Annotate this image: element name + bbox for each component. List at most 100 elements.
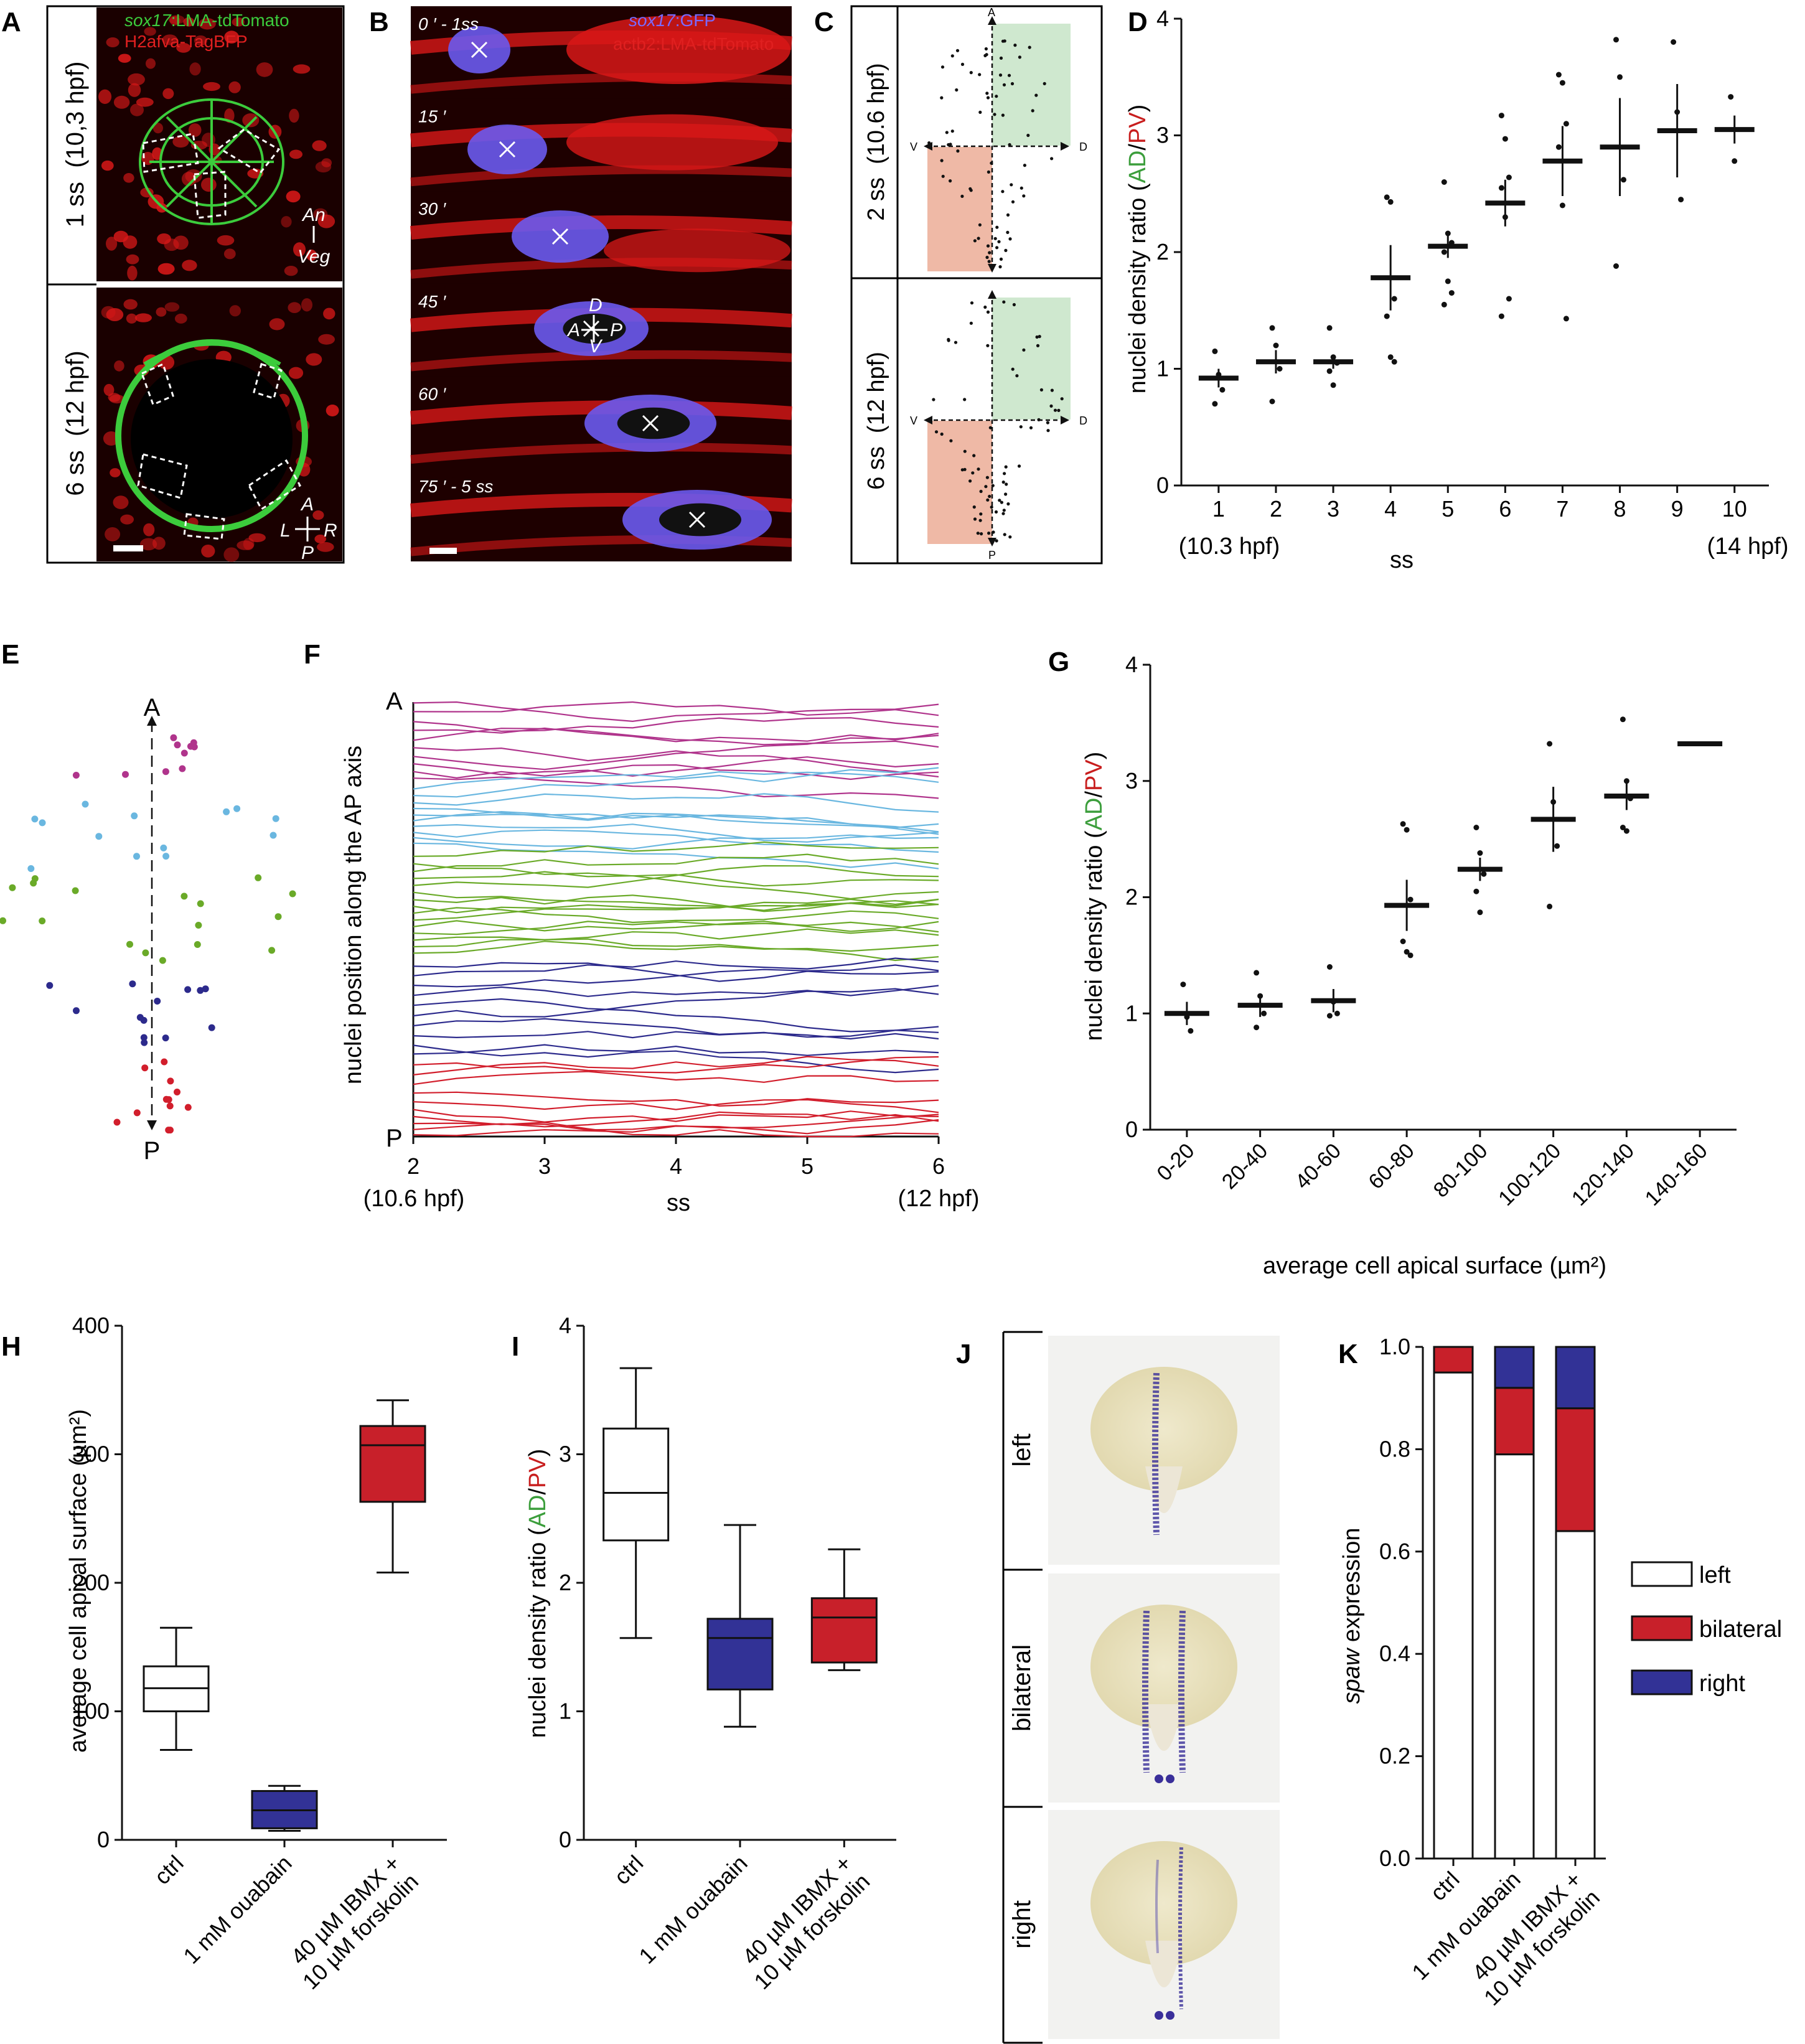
nucleus-dot <box>970 301 974 305</box>
chart-d-x-tick-label: 8 <box>1614 496 1626 522</box>
chart-f-series-line <box>413 747 939 778</box>
tracking-cross <box>499 141 516 158</box>
nucleus-dot <box>979 512 983 516</box>
nucleus-dot <box>973 239 977 243</box>
nucleus-dot <box>162 768 169 776</box>
nucleus-dot <box>963 467 967 471</box>
chart-d-x-tick-label: 4 <box>1384 496 1397 522</box>
nucleus <box>293 242 306 257</box>
nucleus <box>306 353 322 366</box>
nucleus-dot <box>940 432 944 436</box>
nucleus <box>101 306 116 319</box>
nucleus-dot <box>979 489 983 494</box>
nucleus-dot <box>969 321 973 325</box>
nucleus <box>156 307 167 317</box>
nucleus <box>223 248 236 260</box>
nucleus-dot <box>997 240 1001 243</box>
chart-h-y-tick-label: 0 <box>97 1827 110 1852</box>
nucleus-dot <box>233 805 241 812</box>
row-label-j3: right <box>1008 1900 1036 1949</box>
shade-ad-2 <box>992 298 1071 420</box>
chart-g-y-tick-label: 1 <box>1125 1000 1138 1026</box>
tissue-band <box>410 165 792 187</box>
micrograph-a-top <box>96 7 342 281</box>
legend-k-label-bilateral: bilateral <box>1699 1616 1782 1643</box>
nucleus <box>326 405 339 416</box>
chart-d-point <box>1728 94 1734 100</box>
chart-d-x-tick-label: 3 <box>1327 496 1339 522</box>
nucleus-dot <box>955 49 960 52</box>
chart-d-y-tick-label: 3 <box>1156 123 1169 148</box>
chart-f-series-line <box>413 771 939 790</box>
panel-a: An Veg A L R P sox17:LMA-tdTomato H2afva… <box>46 5 345 564</box>
chart-d-point <box>1326 325 1333 331</box>
chart-g-point <box>1481 871 1487 877</box>
xnote-left-f: (10.6 hpf) <box>363 1186 465 1212</box>
nucleus <box>189 62 201 76</box>
axis-c2-p: P <box>988 549 996 561</box>
chart-f-series-line <box>413 1056 939 1074</box>
chart-d-x-tick-label: 6 <box>1499 496 1511 522</box>
nucleus-dot <box>180 893 188 900</box>
nucleus-dot <box>9 884 16 891</box>
chart-d-x-tick-label: 5 <box>1442 496 1454 522</box>
nucleus <box>202 133 215 148</box>
nucleus <box>317 541 334 552</box>
nucleus-dot <box>986 96 990 100</box>
chart-f-series-line <box>413 717 939 732</box>
nucleus-dot <box>46 982 54 989</box>
panel-c: A V D V D P 2 ss (10.6 hpf) 6 ss (12 hpf… <box>850 5 1103 565</box>
nucleus <box>301 298 312 312</box>
chart-g-point <box>1623 828 1629 834</box>
nucleus <box>103 383 115 396</box>
red-blob <box>604 228 790 273</box>
nuclei-dots-c <box>927 39 1064 543</box>
nucleus-dot <box>987 532 991 535</box>
chart-g-x-tick-label: 100-120 <box>1494 1139 1565 1211</box>
xnote-right-d: (14 hpf) <box>1707 533 1789 560</box>
nucleus-dot <box>949 439 953 443</box>
nucleus <box>106 37 120 47</box>
nucleus-dot <box>998 265 1002 269</box>
chart-f-series-line <box>413 853 939 873</box>
ytop-f: A <box>386 688 403 715</box>
nucleus <box>123 235 138 249</box>
nucleus-dot <box>1015 374 1019 378</box>
chart-g-point <box>1547 741 1553 747</box>
nucleus-dot <box>1004 465 1008 469</box>
chart-d-point <box>1563 121 1569 127</box>
chart-f-series-line <box>413 988 939 1018</box>
chart-f-series-line <box>413 823 939 843</box>
row-label-j2: bilateral <box>1008 1644 1036 1732</box>
row-label-c2: 6 ss (12 hpf) <box>863 352 889 490</box>
chart-d-point <box>1391 359 1397 365</box>
nucleus-dot <box>986 498 990 502</box>
nucleus-dot <box>972 454 976 457</box>
chart-d-point <box>1269 398 1275 405</box>
chart-d-point <box>1502 136 1508 142</box>
axis-a2-right: R <box>324 520 337 541</box>
chart-h-box <box>359 1425 426 1503</box>
chart-g-x-tick-label: 140-160 <box>1641 1139 1712 1211</box>
chart-g-point <box>1407 896 1414 902</box>
nucleus-dot <box>1046 429 1050 433</box>
chart-g-x-tick-label: 0-20 <box>1153 1139 1199 1186</box>
chart-d-x-tick-label: 1 <box>1212 496 1225 522</box>
legend-b-blue: sox17:GFP <box>629 11 716 30</box>
nucleus-dot <box>129 980 136 988</box>
chart-f-series-line <box>413 1111 939 1130</box>
axis-a1-top: An <box>301 205 326 225</box>
nucleus <box>128 83 141 97</box>
nucleus-dot <box>1050 157 1054 161</box>
nucleus-dot <box>1003 39 1006 43</box>
nucleus-dot <box>977 467 980 471</box>
chart-f-series-line <box>413 810 939 833</box>
spaw-expression-stripe <box>1142 1610 1150 1773</box>
nucleus <box>217 235 235 246</box>
nucleus-dot <box>179 765 186 772</box>
chart-g-point <box>1254 1024 1260 1031</box>
row-label-a1: 1 ss (10,3 hpf) <box>62 62 89 228</box>
nucleus-dot <box>133 1109 141 1117</box>
nucleus-dot <box>1004 248 1008 252</box>
chart-h-y-tick-label: 400 <box>72 1313 110 1338</box>
